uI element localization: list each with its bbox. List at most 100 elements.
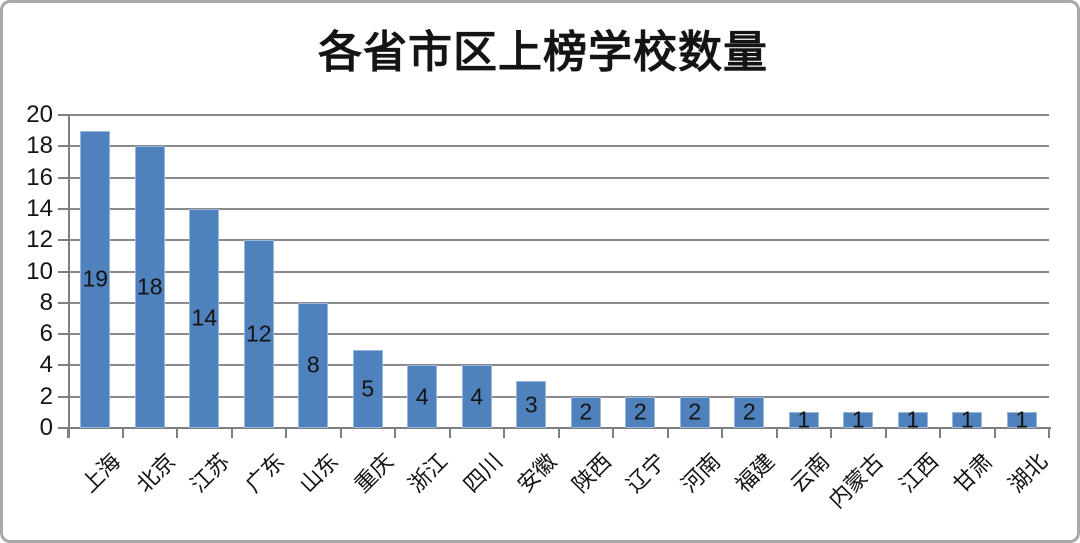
gridline [68, 207, 1049, 210]
bar [407, 365, 438, 428]
chart-title: 各省市区上榜学校数量 [318, 28, 768, 77]
x-axis-tick [775, 428, 778, 438]
y-axis-tick [58, 207, 68, 210]
y-axis-tick-label: 2 [39, 382, 53, 410]
bar [189, 208, 220, 428]
x-axis-tick [503, 428, 505, 438]
bar [843, 412, 874, 428]
gridline [68, 176, 1049, 179]
bar [679, 396, 710, 428]
gridline [68, 239, 1049, 242]
gridline [68, 145, 1049, 148]
x-axis-category-label: 甘肃 [948, 448, 998, 498]
bar [734, 396, 765, 428]
bar-value-label: 2 [579, 398, 593, 425]
x-axis-tick [285, 428, 287, 438]
x-axis-category-label: 福建 [730, 448, 780, 498]
x-axis-tick [612, 428, 614, 438]
x-axis-category-label: 陕西 [567, 448, 616, 498]
x-axis-category-label: 上海 [76, 448, 126, 498]
x-axis-category-label: 广东 [240, 448, 289, 498]
y-axis-tick [58, 333, 68, 336]
y-axis-tick [58, 145, 68, 148]
x-axis-category-label: 辽宁 [621, 448, 671, 498]
bar-value-label: 2 [633, 398, 647, 425]
x-axis-category-label: 内蒙古 [824, 448, 889, 513]
x-axis-tick [121, 428, 124, 438]
plot-area: 0 2 4 6 8 10 12 14 16 18 20 19 上海 18 北京 14 江苏 12 广东 8 山东 5 重庆 4… [3, 3, 1077, 540]
x-axis-tick [176, 428, 178, 438]
gridline [68, 333, 1049, 336]
y-axis-tick-label: 4 [39, 351, 53, 379]
x-axis-tick [448, 428, 451, 438]
x-axis-category-label: 江西 [894, 448, 943, 498]
y-axis-tick [58, 270, 68, 273]
bar-value-label: 18 [136, 273, 163, 300]
x-axis-category-label: 四川 [458, 448, 507, 498]
bar-value-label: 14 [191, 304, 218, 331]
bar-value-label: 5 [361, 375, 375, 402]
bar-value-label: 2 [742, 398, 756, 425]
gridline [68, 364, 1049, 367]
bar-value-label: 1 [1015, 406, 1029, 433]
bar-value-label: 2 [688, 398, 702, 425]
x-axis-category-label: 河南 [676, 448, 725, 498]
bar-value-label: 12 [245, 320, 272, 347]
gridline [68, 301, 1049, 304]
bar-value-label: 8 [306, 351, 320, 378]
y-axis-tick [58, 395, 68, 398]
bar [80, 130, 111, 428]
y-axis-tick-label: 12 [26, 226, 53, 254]
bar [298, 302, 329, 428]
y-axis-tick-label: 8 [39, 288, 53, 316]
x-axis-tick [557, 428, 560, 438]
y-axis-tick-label: 14 [26, 194, 53, 222]
x-axis-category-label: 山东 [294, 448, 344, 498]
bar-value-label: 1 [960, 406, 974, 433]
bar-value-label: 1 [797, 406, 811, 433]
x-axis-tick [666, 428, 669, 438]
bar [516, 381, 547, 428]
x-axis-tick [993, 428, 996, 438]
bar-value-label: 3 [524, 391, 538, 418]
bar [134, 146, 165, 428]
y-axis-line [68, 115, 70, 438]
y-axis-tick-label: 0 [39, 414, 53, 441]
bar [788, 412, 819, 428]
bar-value-label: 1 [851, 406, 865, 433]
y-axis-tick [58, 427, 68, 429]
y-axis-tick [58, 114, 68, 116]
bar-value-label: 1 [906, 406, 920, 433]
bar [897, 412, 928, 428]
x-axis-category-label: 重庆 [349, 448, 398, 498]
x-axis-category-label: 湖北 [1003, 448, 1052, 498]
bar [461, 365, 492, 428]
x-axis-category-label: 安徽 [512, 448, 562, 498]
y-axis-tick [58, 364, 68, 367]
x-axis-category-label: 北京 [131, 448, 180, 498]
y-axis-tick [58, 301, 68, 304]
bar [1006, 412, 1037, 428]
y-axis-tick-label: 20 [26, 101, 53, 128]
y-axis-tick-label: 6 [39, 320, 53, 348]
x-axis-tick [394, 428, 396, 438]
x-axis-tick [1048, 428, 1050, 438]
y-axis-tick [58, 176, 68, 179]
y-axis-tick-label: 16 [26, 163, 53, 191]
x-axis-category-label: 浙江 [403, 448, 453, 498]
bar [352, 349, 383, 428]
bar-value-label: 4 [470, 383, 484, 410]
y-axis-tick-label: 10 [26, 257, 53, 285]
x-axis-tick [230, 428, 233, 438]
bar [952, 412, 983, 428]
x-axis-tick [884, 428, 887, 438]
bar-value-label: 4 [415, 383, 429, 410]
bar [625, 396, 656, 428]
x-axis-tick [721, 428, 723, 438]
x-axis-line [68, 427, 1051, 429]
gridline [68, 395, 1049, 398]
x-axis-tick [67, 428, 69, 438]
gridline [68, 270, 1049, 273]
x-axis-tick [939, 428, 941, 438]
